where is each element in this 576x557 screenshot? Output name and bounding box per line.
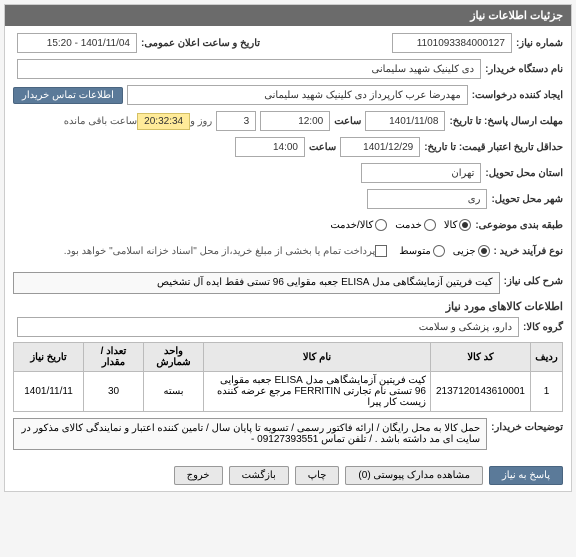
cell-name: کیت فریتین آزمایشگاهی مدل ELISA جعبه مقو… bbox=[204, 372, 431, 412]
buyer-org-label: نام دستگاه خریدار: bbox=[485, 64, 563, 75]
row-province: استان محل تحویل: تهران bbox=[13, 162, 563, 184]
exit-button[interactable]: خروج bbox=[174, 466, 223, 485]
requester-label: ایجاد کننده درخواست: bbox=[472, 90, 563, 101]
row-requester: ایجاد کننده درخواست: مهدرضا عرب کارپرداز… bbox=[13, 84, 563, 106]
row-need-number: شماره نیاز: 1101093384000127 تاریخ و ساع… bbox=[13, 32, 563, 54]
category-label: طبقه بندی موضوعی: bbox=[475, 220, 563, 231]
province-value: تهران bbox=[361, 163, 481, 183]
row-buyer-notes: توضیحات خریدار: حمل کالا به محل رایگان /… bbox=[13, 418, 563, 450]
respond-button[interactable]: پاسخ به نیاز bbox=[489, 466, 563, 485]
contact-info-button[interactable]: اطلاعات تماس خریدار bbox=[13, 87, 123, 104]
row-desc: شرح کلی نیاز: کیت فریتین آزمایشگاهی مدل … bbox=[13, 272, 563, 294]
radio-service-label: خدمت bbox=[395, 220, 422, 231]
city-value: ری bbox=[367, 189, 487, 209]
radio-partial[interactable]: جزیی bbox=[453, 245, 490, 257]
payment-checkbox[interactable] bbox=[375, 245, 387, 257]
cell-unit: بسته bbox=[144, 372, 204, 412]
table-header-row: ردیف کد کالا نام کالا واحد شمارش تعداد /… bbox=[14, 343, 563, 372]
th-code: کد کالا bbox=[431, 343, 531, 372]
announce-label: تاریخ و ساعت اعلان عمومی: bbox=[141, 38, 260, 49]
radio-goods-service-label: کالا/خدمت bbox=[330, 220, 373, 231]
radio-goods-label: کالا bbox=[444, 220, 458, 231]
th-row: ردیف bbox=[531, 343, 563, 372]
goods-info-title: اطلاعات کالاهای مورد نیاز bbox=[13, 300, 563, 313]
need-number-label: شماره نیاز: bbox=[516, 38, 563, 49]
radio-goods[interactable]: کالا bbox=[444, 219, 472, 231]
time-label-2: ساعت bbox=[309, 142, 336, 153]
goods-table: ردیف کد کالا نام کالا واحد شمارش تعداد /… bbox=[13, 342, 563, 412]
row-credit: حداقل تاریخ اعتبار قیمت: تا تاریخ: 1401/… bbox=[13, 136, 563, 158]
row-deadline: مهلت ارسال پاسخ: تا تاریخ: 1401/11/08 سا… bbox=[13, 110, 563, 132]
deadline-date: 1401/11/08 bbox=[365, 111, 445, 131]
table-row: 1 2137120143610001 کیت فریتین آزمایشگاهی… bbox=[14, 372, 563, 412]
process-label: نوع فرآیند خرید : bbox=[494, 246, 563, 257]
announce-value: 1401/11/04 - 15:20 bbox=[17, 33, 137, 53]
footer-buttons: پاسخ به نیاز مشاهده مدارک پیوستی (0) چاپ… bbox=[5, 460, 571, 491]
th-qty: تعداد / مقدار bbox=[84, 343, 144, 372]
row-goods-group: گروه کالا: دارو، پزشکی و سلامت bbox=[13, 316, 563, 338]
buyer-notes-label: توضیحات خریدار: bbox=[491, 418, 563, 450]
deadline-time: 12:00 bbox=[260, 111, 330, 131]
attachments-button[interactable]: مشاهده مدارک پیوستی (0) bbox=[345, 466, 483, 485]
panel-title: جزئیات اطلاعات نیاز bbox=[5, 5, 571, 26]
radio-partial-label: جزیی bbox=[453, 246, 476, 257]
row-city: شهر محل تحویل: ری bbox=[13, 188, 563, 210]
goods-group-value: دارو، پزشکی و سلامت bbox=[17, 317, 519, 337]
days-remaining: 3 bbox=[216, 111, 256, 131]
radio-service-icon bbox=[424, 219, 436, 231]
credit-label: حداقل تاریخ اعتبار قیمت: تا تاریخ: bbox=[424, 142, 563, 153]
back-button[interactable]: بازگشت bbox=[229, 466, 289, 485]
days-label: روز و bbox=[190, 116, 212, 127]
radio-medium-label: متوسط bbox=[399, 246, 430, 257]
buyer-notes-text: حمل کالا به محل رایگان / ارائه فاکتور رس… bbox=[13, 418, 487, 450]
cell-idx: 1 bbox=[531, 372, 563, 412]
th-unit: واحد شمارش bbox=[144, 343, 204, 372]
credit-time: 14:00 bbox=[235, 137, 305, 157]
need-number-value: 1101093384000127 bbox=[392, 33, 512, 53]
buyer-org-value: دی کلینیک شهید سلیمانی bbox=[17, 59, 481, 79]
radio-medium[interactable]: متوسط bbox=[399, 245, 444, 257]
desc-label: شرح کلی نیاز: bbox=[504, 272, 563, 294]
th-date: تاریخ نیاز bbox=[14, 343, 84, 372]
row-buyer-org: نام دستگاه خریدار: دی کلینیک شهید سلیمان… bbox=[13, 58, 563, 80]
process-radio-group: جزیی متوسط bbox=[399, 245, 489, 257]
payment-note: پرداخت تمام یا بخشی از مبلغ خرید،از محل … bbox=[64, 246, 376, 257]
row-category: طبقه بندی موضوعی: کالا خدمت کالا/خدمت bbox=[13, 214, 563, 236]
goods-group-label: گروه کالا: bbox=[523, 322, 563, 333]
cell-qty: 30 bbox=[84, 372, 144, 412]
details-panel: جزئیات اطلاعات نیاز شماره نیاز: 11010933… bbox=[4, 4, 572, 492]
cell-date: 1401/11/11 bbox=[14, 372, 84, 412]
panel-body: شماره نیاز: 1101093384000127 تاریخ و ساع… bbox=[5, 26, 571, 460]
remaining-label: ساعت باقی مانده bbox=[64, 116, 137, 127]
radio-partial-icon bbox=[478, 245, 490, 257]
row-process: نوع فرآیند خرید : جزیی متوسط پرداخت تمام… bbox=[13, 240, 563, 262]
cell-code: 2137120143610001 bbox=[431, 372, 531, 412]
radio-goods-service-icon bbox=[375, 219, 387, 231]
print-button[interactable]: چاپ bbox=[295, 466, 340, 485]
countdown-timer: 20:32:34 bbox=[137, 113, 190, 130]
province-label: استان محل تحویل: bbox=[485, 168, 563, 179]
requester-value: مهدرضا عرب کارپرداز دی کلینیک شهید سلیما… bbox=[127, 85, 468, 105]
radio-medium-icon bbox=[433, 245, 445, 257]
radio-service[interactable]: خدمت bbox=[395, 219, 436, 231]
credit-date: 1401/12/29 bbox=[340, 137, 420, 157]
radio-goods-service[interactable]: کالا/خدمت bbox=[330, 219, 387, 231]
time-label-1: ساعت bbox=[334, 116, 361, 127]
city-label: شهر محل تحویل: bbox=[491, 194, 563, 205]
deadline-label: مهلت ارسال پاسخ: تا تاریخ: bbox=[449, 116, 563, 127]
desc-value: کیت فریتین آزمایشگاهی مدل ELISA جعبه مقو… bbox=[13, 272, 500, 294]
th-name: نام کالا bbox=[204, 343, 431, 372]
radio-goods-icon bbox=[459, 219, 471, 231]
category-radio-group: کالا خدمت کالا/خدمت bbox=[330, 219, 471, 231]
